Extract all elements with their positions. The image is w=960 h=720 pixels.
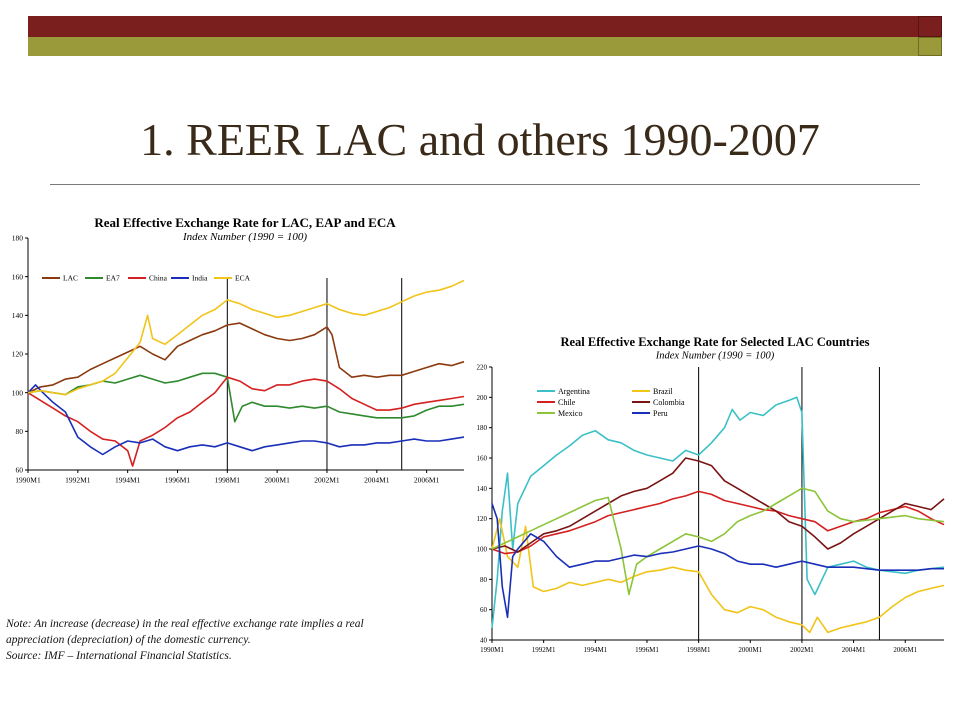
x-tick-label: 2006M1 — [414, 476, 440, 485]
series-line-chile — [491, 490, 945, 555]
header-corner-block-maroon — [918, 16, 942, 37]
note-text: Note: An increase (decrease) in the real… — [6, 616, 466, 664]
series-line-colombia — [491, 457, 945, 553]
chart-subtitle: Index Number (1990 = 100) — [655, 351, 775, 362]
series-line-ea7 — [27, 372, 465, 423]
x-tick-label: 2004M1 — [842, 646, 866, 654]
legend-label: Mexico — [558, 409, 582, 418]
y-tick-label: 100 — [477, 545, 488, 553]
series-line-india — [27, 384, 465, 456]
x-tick-label: 1998M1 — [687, 646, 711, 654]
series-line-lac — [27, 322, 465, 394]
x-tick-label: 2004M1 — [364, 476, 390, 485]
y-tick-label: 160 — [477, 454, 488, 462]
legend-label: Peru — [653, 409, 668, 418]
x-tick-label: 1998M1 — [215, 476, 241, 485]
x-tick-label: 1996M1 — [635, 646, 659, 654]
y-tick-label: 220 — [477, 363, 488, 371]
source-line: Source: IMF – International Financial St… — [6, 650, 232, 662]
series-line-brazil — [491, 517, 945, 634]
x-tick-label: 1996M1 — [165, 476, 191, 485]
series-line-mexico — [491, 487, 945, 596]
y-tick-label: 160 — [12, 272, 24, 281]
legend-label: Chile — [558, 398, 576, 407]
chart-title: Real Effective Exchange Rate for Selecte… — [560, 335, 869, 349]
legend-label: China — [149, 274, 168, 283]
x-tick-label: 2000M1 — [738, 646, 762, 654]
x-tick-label: 1994M1 — [115, 476, 141, 485]
y-tick-label: 80 — [480, 576, 488, 584]
series-line-peru — [491, 503, 944, 619]
y-tick-label: 200 — [477, 394, 488, 402]
chart-lac-eap-eca: Real Effective Exchange Rate for LAC, EA… — [12, 215, 465, 485]
y-tick-label: 60 — [480, 606, 488, 614]
header-corner-block-olive — [918, 37, 942, 56]
note-line: appreciation (depreciation) of the domes… — [6, 634, 251, 646]
legend-label: Colombia — [653, 398, 685, 407]
legend-label: ECA — [235, 274, 251, 283]
y-tick-label: 100 — [12, 388, 24, 397]
y-tick-label: 60 — [16, 466, 24, 475]
x-tick-label: 1990M1 — [15, 476, 41, 485]
x-tick-label: 2002M1 — [314, 476, 340, 485]
y-tick-label: 140 — [477, 485, 488, 493]
y-tick-label: 120 — [12, 350, 24, 359]
x-tick-label: 2002M1 — [790, 646, 814, 654]
header-bar-olive — [28, 37, 918, 56]
chart-selected-lac-countries: Real Effective Exchange Rate for Selecte… — [477, 335, 945, 654]
slide-title: 1. REER LAC and others 1990-2007 — [140, 114, 820, 165]
y-tick-label: 140 — [12, 311, 24, 320]
legend-label: India — [192, 274, 208, 283]
title-divider — [50, 184, 920, 185]
chart-subtitle: Index Number (1990 = 100) — [182, 231, 307, 243]
x-tick-label: 1992M1 — [65, 476, 91, 485]
y-tick-label: 180 — [477, 424, 488, 432]
legend-label: LAC — [63, 274, 78, 283]
y-tick-label: 180 — [12, 234, 24, 243]
series-line-argentina — [491, 396, 945, 628]
chart-title: Real Effective Exchange Rate for LAC, EA… — [94, 215, 396, 230]
header-bar-maroon — [28, 16, 918, 37]
series-line-eca — [27, 279, 465, 396]
x-tick-label: 1990M1 — [480, 646, 504, 654]
legend-label: Argentina — [558, 387, 590, 396]
legend-label: EA7 — [106, 274, 120, 283]
y-tick-label: 80 — [16, 427, 24, 436]
y-tick-label: 40 — [480, 636, 488, 644]
x-tick-label: 1994M1 — [583, 646, 607, 654]
legend-label: Brazil — [653, 387, 673, 396]
x-tick-label: 2000M1 — [264, 476, 290, 485]
x-tick-label: 2006M1 — [893, 646, 917, 654]
series-line-china — [27, 376, 465, 467]
note-line: Note: An increase (decrease) in the real… — [6, 618, 364, 630]
x-tick-label: 1992M1 — [532, 646, 556, 654]
y-tick-label: 120 — [477, 515, 488, 523]
